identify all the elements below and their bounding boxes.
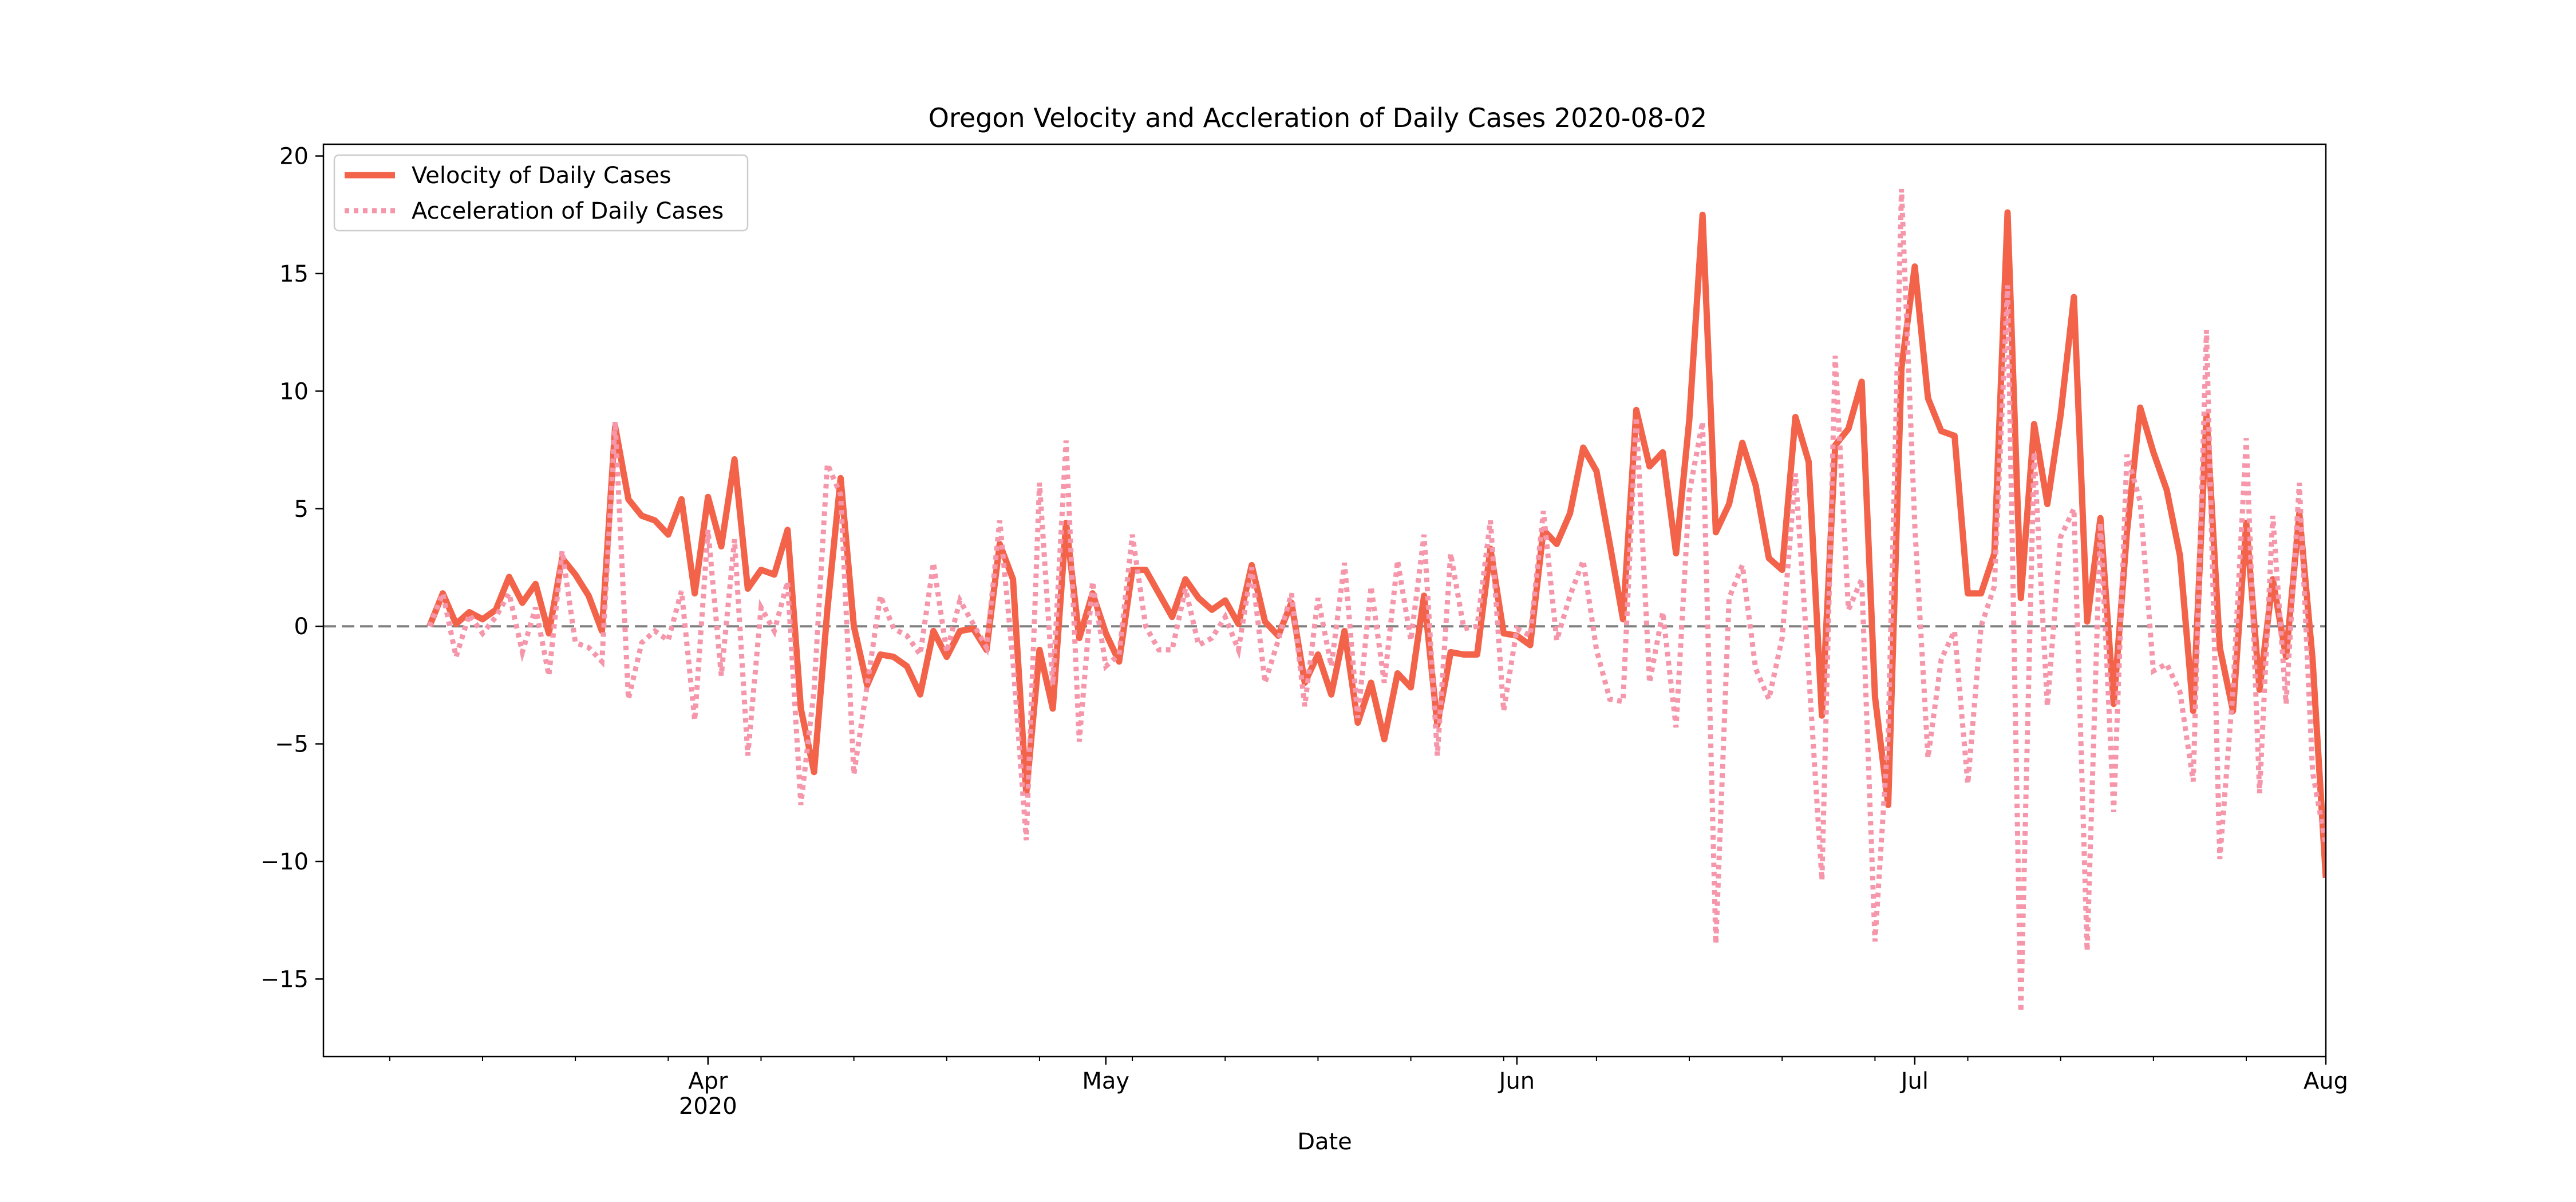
series-line-0	[426, 209, 2326, 879]
x-tick-label: Jul	[1899, 1068, 1929, 1094]
x-axis-label: Date	[1297, 1129, 1352, 1155]
legend: Velocity of Daily Cases Acceleration of D…	[333, 154, 749, 232]
x-tick-label: May	[1082, 1068, 1129, 1094]
plot-area	[323, 188, 2326, 1013]
chart-title: Oregon Velocity and Accleration of Daily…	[929, 102, 1707, 133]
y-tick-label: −5	[275, 732, 309, 758]
y-tick-label: 10	[279, 378, 309, 405]
x-tick-label: Aug	[2304, 1068, 2348, 1094]
x-tick-sublabel: 2020	[679, 1093, 737, 1120]
y-tick-label: 0	[294, 614, 309, 640]
y-tick-label: −15	[260, 966, 309, 993]
plot-frame	[322, 143, 2327, 1058]
y-tick-label: −10	[260, 849, 309, 875]
y-tick-label: 15	[279, 261, 309, 287]
series-line-1	[427, 188, 2326, 1013]
x-tick-label: Jun	[1498, 1068, 1535, 1094]
x-tick-label: Apr	[688, 1068, 728, 1094]
legend-label-1: Acceleration of Daily Cases	[412, 198, 724, 224]
legend-label-0: Velocity of Daily Cases	[412, 163, 671, 189]
y-tick-label: 20	[279, 144, 309, 170]
y-tick-label: 5	[294, 496, 309, 523]
legend-box	[333, 154, 749, 232]
